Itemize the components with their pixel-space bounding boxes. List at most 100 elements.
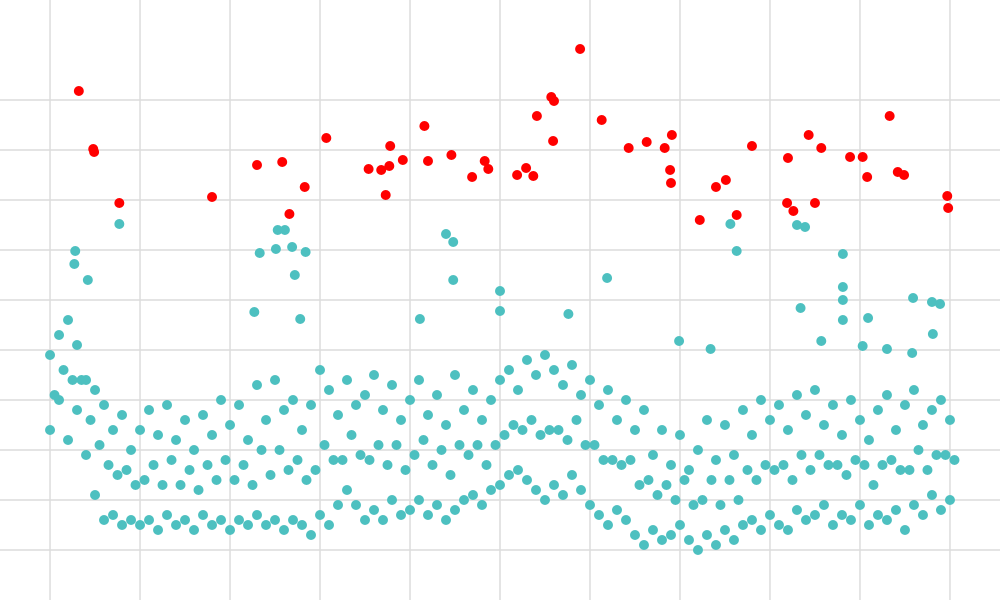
point xyxy=(602,385,613,395)
point xyxy=(261,520,272,530)
point xyxy=(710,182,721,192)
point xyxy=(728,535,739,545)
point xyxy=(256,445,267,455)
point xyxy=(446,150,457,160)
point xyxy=(602,273,613,283)
point xyxy=(380,190,391,200)
point xyxy=(836,430,847,440)
point xyxy=(837,315,848,325)
point xyxy=(720,175,731,185)
point xyxy=(530,370,541,380)
point xyxy=(791,220,802,230)
point xyxy=(378,405,389,415)
point xyxy=(800,515,811,525)
point xyxy=(589,440,600,450)
point xyxy=(121,465,132,475)
point xyxy=(764,510,775,520)
point xyxy=(252,510,263,520)
point xyxy=(881,390,892,400)
point xyxy=(225,420,236,430)
point xyxy=(45,350,56,360)
point xyxy=(683,465,694,475)
point xyxy=(837,295,848,305)
point xyxy=(297,425,308,435)
point xyxy=(850,455,861,465)
point xyxy=(387,495,398,505)
point xyxy=(249,307,260,317)
point xyxy=(67,375,78,385)
point xyxy=(441,515,452,525)
point xyxy=(63,435,74,445)
point xyxy=(818,500,829,510)
point xyxy=(117,520,128,530)
point xyxy=(809,198,820,208)
point xyxy=(512,385,523,395)
point xyxy=(193,485,204,495)
point xyxy=(652,490,663,500)
point xyxy=(70,246,81,256)
point xyxy=(148,460,159,470)
point xyxy=(557,490,568,500)
point xyxy=(54,330,65,340)
point xyxy=(189,445,200,455)
point xyxy=(418,435,429,445)
point xyxy=(432,390,443,400)
point xyxy=(643,475,654,485)
point xyxy=(845,152,856,162)
point xyxy=(942,191,953,201)
point xyxy=(495,306,505,316)
point xyxy=(99,400,110,410)
point xyxy=(724,475,735,485)
point xyxy=(575,485,586,495)
point xyxy=(715,500,726,510)
point xyxy=(495,480,505,490)
point xyxy=(315,510,326,520)
point xyxy=(423,156,434,166)
point xyxy=(773,400,784,410)
point xyxy=(647,450,658,460)
point xyxy=(486,485,497,495)
point xyxy=(369,505,380,515)
point xyxy=(503,365,514,375)
point xyxy=(710,540,721,550)
point xyxy=(899,525,910,535)
point xyxy=(803,130,814,140)
point xyxy=(319,440,330,450)
point xyxy=(72,340,83,350)
point xyxy=(295,314,306,324)
point xyxy=(468,385,479,395)
point xyxy=(814,450,825,460)
point xyxy=(926,405,937,415)
point xyxy=(324,385,335,395)
point xyxy=(90,490,101,500)
point xyxy=(508,420,519,430)
point xyxy=(563,309,574,319)
point xyxy=(454,440,465,450)
point xyxy=(692,445,703,455)
point xyxy=(396,415,407,425)
point xyxy=(548,96,559,106)
point xyxy=(868,480,879,490)
point xyxy=(436,445,447,455)
point xyxy=(571,415,582,425)
point xyxy=(949,455,960,465)
point xyxy=(787,475,798,485)
point xyxy=(216,395,227,405)
point xyxy=(445,470,456,480)
point xyxy=(791,505,802,515)
point xyxy=(877,460,888,470)
point xyxy=(661,480,672,490)
point xyxy=(674,520,685,530)
point xyxy=(198,510,209,520)
point xyxy=(211,475,222,485)
point xyxy=(557,380,568,390)
point xyxy=(917,420,928,430)
point xyxy=(284,209,295,219)
point xyxy=(927,329,938,339)
point xyxy=(733,495,744,505)
point xyxy=(553,425,564,435)
point xyxy=(641,137,652,147)
point xyxy=(728,450,739,460)
point xyxy=(665,460,676,470)
point xyxy=(907,348,918,358)
